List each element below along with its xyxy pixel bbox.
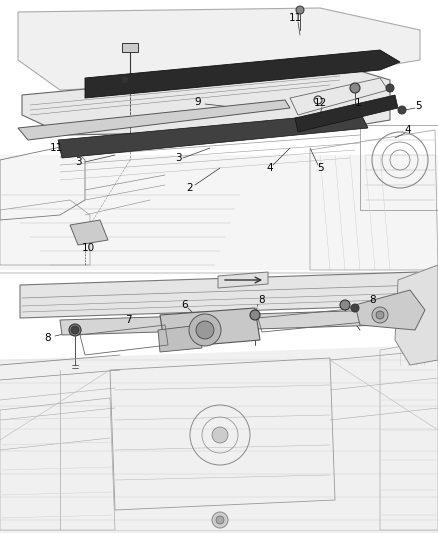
Text: 8: 8 — [259, 295, 265, 305]
Circle shape — [212, 512, 228, 528]
Polygon shape — [355, 290, 425, 330]
Polygon shape — [70, 220, 108, 245]
Text: 5: 5 — [317, 163, 323, 173]
Polygon shape — [58, 112, 368, 158]
Polygon shape — [158, 325, 202, 352]
Circle shape — [376, 311, 384, 319]
Circle shape — [71, 326, 79, 334]
Polygon shape — [85, 50, 400, 98]
Circle shape — [351, 304, 359, 312]
Polygon shape — [18, 8, 420, 90]
Text: 12: 12 — [313, 98, 327, 108]
Text: 11: 11 — [288, 13, 302, 23]
Text: 5: 5 — [415, 101, 421, 111]
Polygon shape — [160, 308, 260, 348]
Circle shape — [72, 327, 78, 333]
Polygon shape — [0, 273, 438, 533]
Circle shape — [372, 307, 388, 323]
Text: 3: 3 — [75, 157, 81, 167]
Polygon shape — [18, 100, 290, 140]
Polygon shape — [218, 272, 268, 288]
Text: 7: 7 — [125, 315, 131, 325]
Polygon shape — [0, 0, 438, 270]
Text: 3: 3 — [175, 153, 181, 163]
Polygon shape — [60, 310, 385, 335]
Polygon shape — [0, 345, 438, 533]
Text: 9: 9 — [194, 97, 201, 107]
Text: 4: 4 — [267, 163, 273, 173]
Text: 4: 4 — [405, 125, 411, 135]
Circle shape — [69, 324, 81, 336]
Circle shape — [386, 84, 394, 92]
Polygon shape — [122, 43, 138, 52]
Polygon shape — [0, 155, 438, 270]
Polygon shape — [22, 65, 390, 135]
Polygon shape — [395, 265, 438, 365]
Circle shape — [350, 83, 360, 93]
Circle shape — [296, 6, 304, 14]
Polygon shape — [20, 272, 430, 318]
Circle shape — [398, 106, 406, 114]
Text: 1: 1 — [355, 98, 361, 108]
Text: 8: 8 — [370, 295, 376, 305]
Text: 2: 2 — [187, 183, 193, 193]
Circle shape — [212, 427, 228, 443]
Circle shape — [340, 300, 350, 310]
Text: 8: 8 — [45, 333, 51, 343]
Circle shape — [122, 77, 128, 83]
Circle shape — [250, 310, 260, 320]
Circle shape — [216, 516, 224, 524]
Text: 6: 6 — [182, 300, 188, 310]
Polygon shape — [295, 95, 398, 132]
Text: 10: 10 — [81, 243, 95, 253]
Circle shape — [189, 314, 221, 346]
Text: 11: 11 — [49, 143, 63, 153]
Circle shape — [196, 321, 214, 339]
